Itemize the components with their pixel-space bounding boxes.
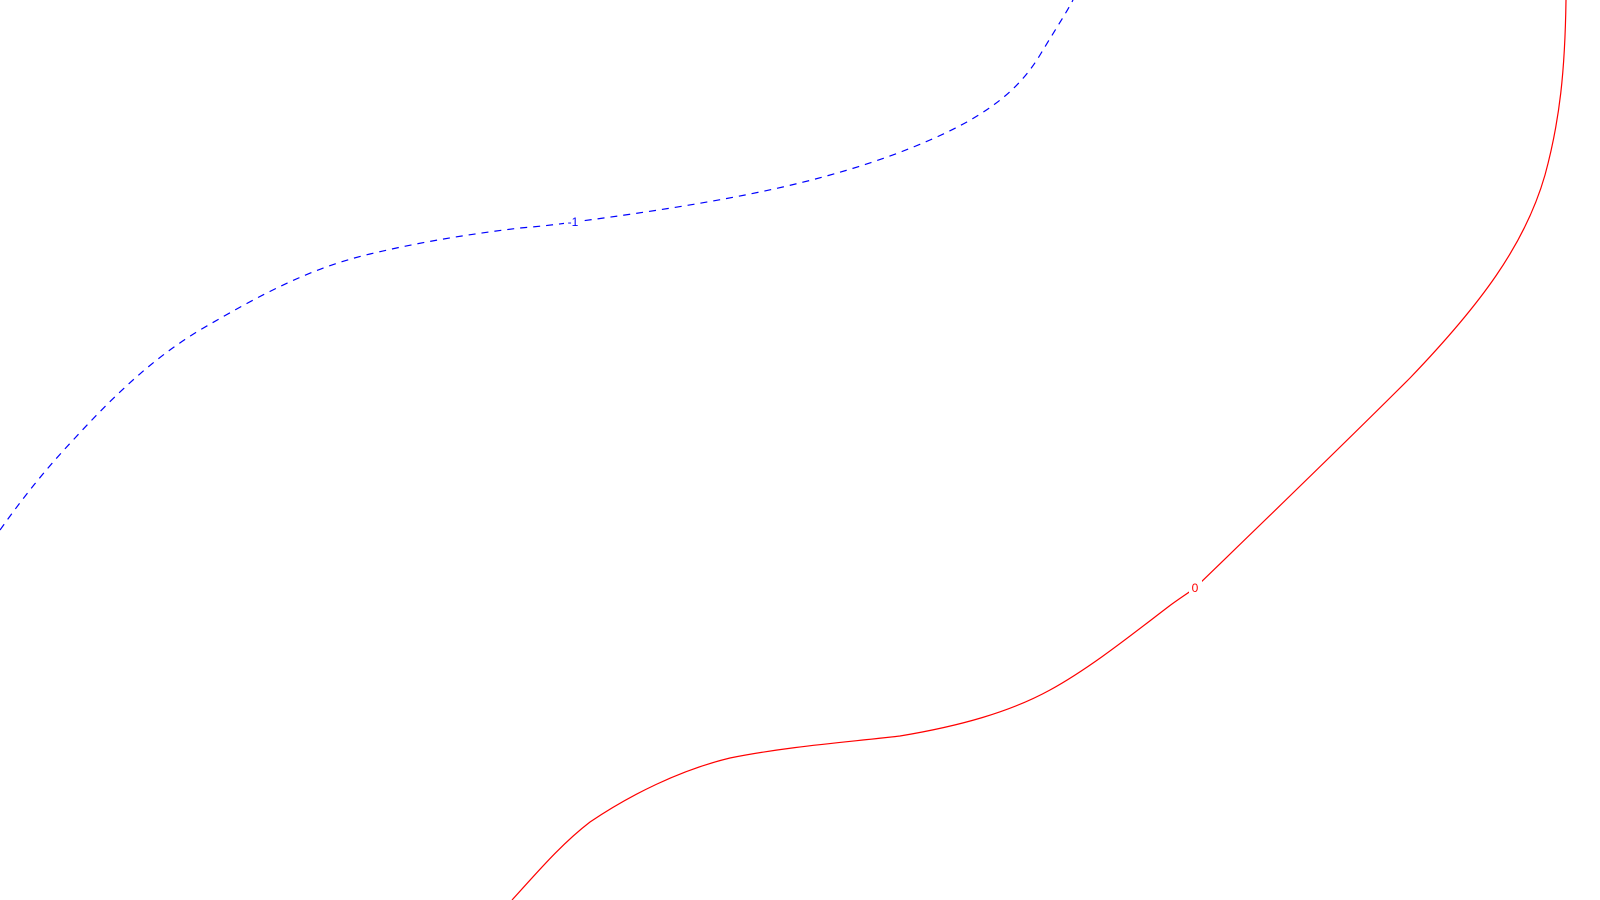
contour-label-zero-background	[1189, 580, 1202, 594]
contour-line-zero	[511, 0, 1567, 900]
contour-label-zero: 0	[1192, 581, 1199, 595]
contour-label-minus-1-background	[564, 214, 582, 228]
contour-label-minus-1: -1	[568, 215, 579, 229]
